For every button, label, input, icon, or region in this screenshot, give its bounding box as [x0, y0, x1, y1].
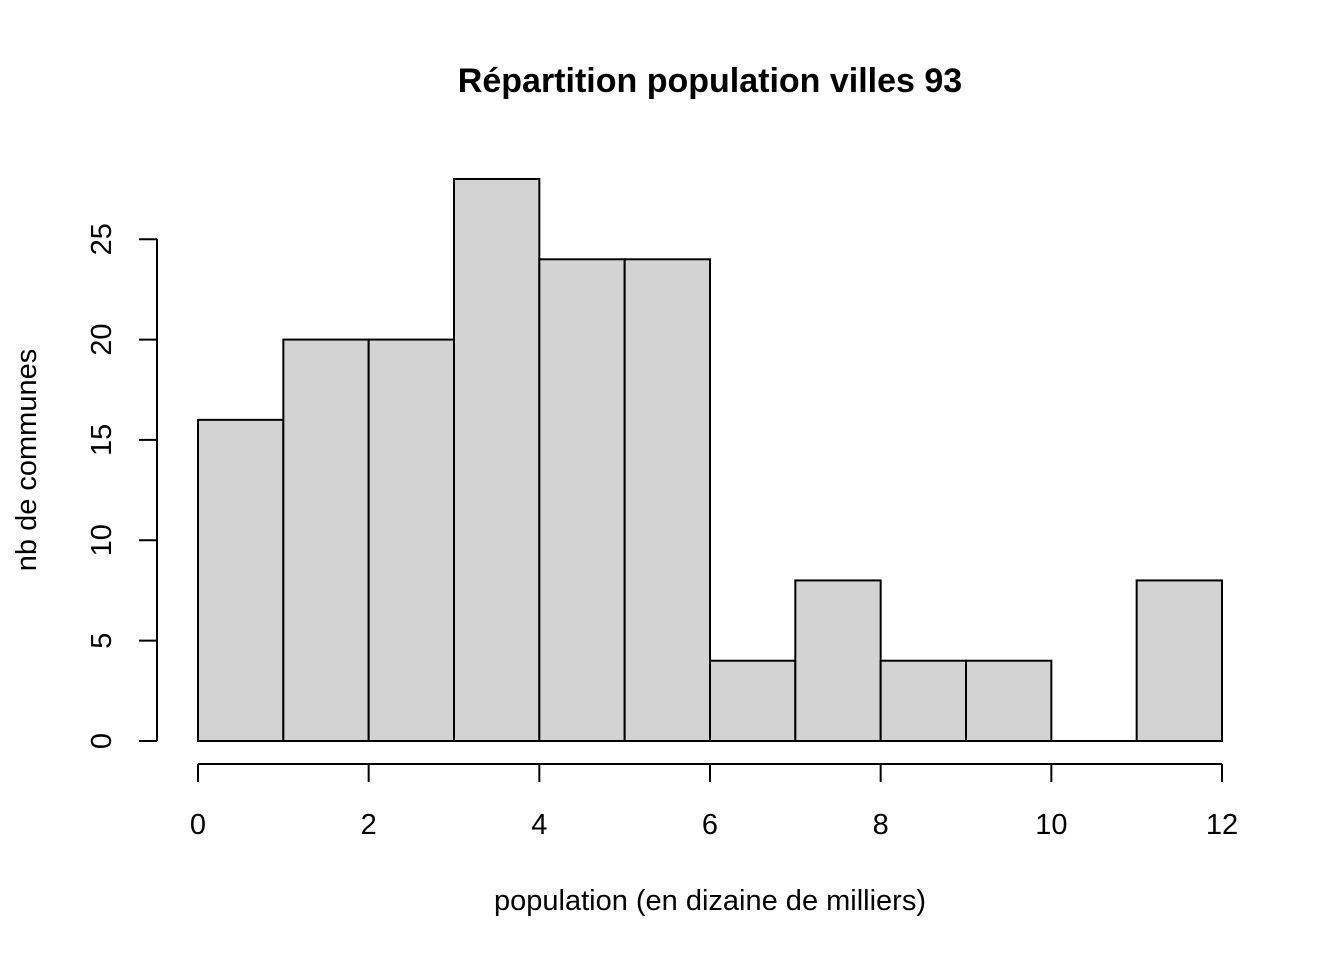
y-tick-label: 15	[86, 424, 118, 456]
x-axis-label: population (en dizaine de milliers)	[494, 885, 926, 917]
histogram-bar	[538, 258, 626, 742]
y-tick-label: 25	[86, 223, 118, 255]
x-tick-label: 10	[1035, 809, 1067, 841]
histogram-bar	[282, 338, 370, 742]
histogram-bar	[623, 258, 712, 742]
bars-group	[197, 178, 1223, 743]
y-tick-label: 5	[86, 633, 118, 649]
histogram-bar	[197, 418, 285, 742]
histogram-bar	[794, 579, 882, 743]
histogram-bar	[965, 659, 1053, 743]
histogram-bar	[709, 659, 797, 743]
y-tick-label: 20	[86, 323, 118, 355]
y-axis: 0 5 10 15 20 25	[86, 223, 158, 749]
histogram-bar	[367, 338, 455, 742]
histogram-bar	[879, 659, 968, 743]
y-tick-label: 10	[86, 524, 118, 556]
histogram-bar	[453, 178, 541, 742]
chart-title: Répartition population villes 93	[458, 62, 962, 100]
x-tick-label: 6	[702, 809, 718, 841]
x-tick-label: 8	[873, 809, 889, 841]
y-tick-label: 0	[86, 733, 118, 749]
x-tick-label: 0	[190, 809, 206, 841]
x-tick-label: 12	[1206, 809, 1238, 841]
x-axis: 0 2 4 6 8 10 12	[190, 763, 1238, 841]
x-tick-label: 2	[361, 809, 377, 841]
y-axis-label: nb de communes	[11, 349, 43, 571]
histogram-bar	[1135, 579, 1223, 743]
x-tick-label: 4	[531, 809, 547, 841]
